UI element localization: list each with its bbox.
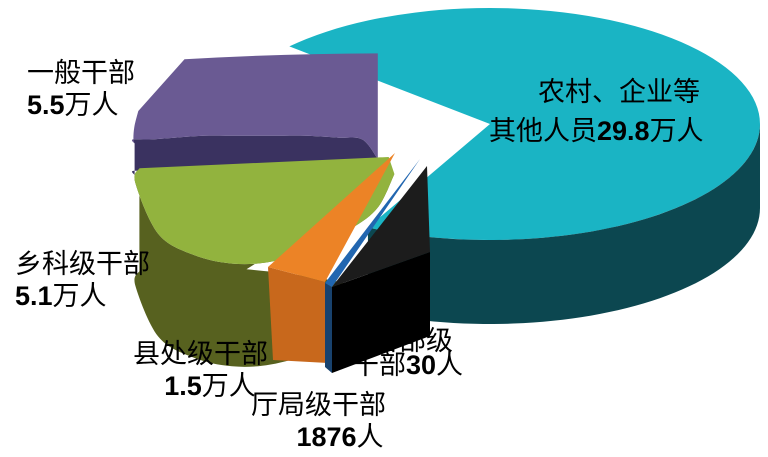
svg-text:1876人: 1876人: [296, 422, 383, 452]
svg-text:其他人员29.8万人: 其他人员29.8万人: [489, 116, 704, 146]
svg-text:干部30人: 干部30人: [352, 350, 463, 380]
svg-text:农村、企业等: 农村、企业等: [538, 77, 700, 107]
svg-text:5.5万人: 5.5万人: [27, 90, 119, 120]
svg-text:乡科级干部: 乡科级干部: [15, 249, 150, 279]
svg-text:县处级干部: 县处级干部: [133, 339, 268, 369]
svg-text:5.1万人: 5.1万人: [15, 281, 107, 311]
svg-text:一般干部: 一般干部: [27, 58, 135, 88]
svg-text:厅局级干部: 厅局级干部: [251, 390, 386, 420]
svg-text:1.5万人: 1.5万人: [164, 371, 256, 401]
